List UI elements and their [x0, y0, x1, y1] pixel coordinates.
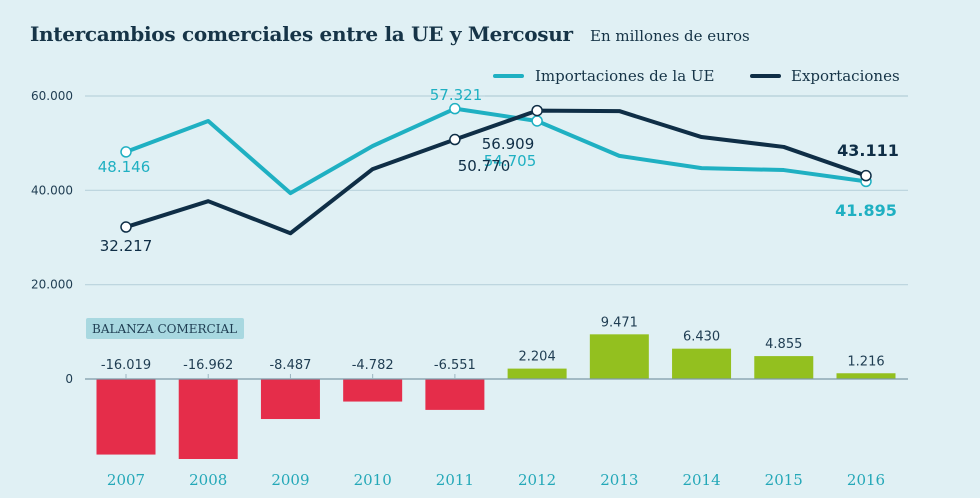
series-markers — [120, 102, 872, 233]
balance-bar — [754, 356, 814, 379]
balance-bar — [672, 348, 732, 379]
x-axis-label: 2008 — [189, 471, 227, 489]
y-tick-label: 0 — [65, 372, 73, 386]
series-line-exports — [125, 108, 867, 236]
y-axis-ticks: 60.000 40.000 20.000 0 — [31, 89, 73, 386]
balance-bar-label: 9.471 — [601, 315, 638, 330]
balance-bar-label: -8.487 — [269, 358, 311, 373]
balance-badge-label: BALANZA COMERCIAL — [92, 322, 237, 336]
y-tick-label: 20.000 — [31, 278, 73, 292]
point-marker-imports — [449, 102, 461, 115]
balance-bar — [96, 379, 156, 455]
balance-bar-label: 1.216 — [847, 354, 884, 369]
point-marker-imports — [531, 115, 543, 127]
balance-bar — [260, 379, 320, 420]
balance-bar-label: 6.430 — [683, 330, 720, 345]
y-tick-label: 60.000 — [31, 89, 73, 103]
point-label-imports: 57.321 — [430, 86, 483, 104]
point-marker-exports — [860, 169, 872, 182]
point-marker-imports — [120, 146, 132, 158]
series-lines — [125, 106, 867, 236]
point-label-imports: 41.895 — [835, 201, 897, 220]
x-axis-label: 2011 — [436, 471, 474, 489]
balance-bar — [589, 334, 649, 379]
point-label-imports: 54.705 — [484, 152, 537, 170]
point-label-exports: 56.909 — [482, 135, 535, 153]
balance-badge: BALANZA COMERCIAL — [86, 318, 244, 339]
balance-bar — [178, 379, 238, 460]
y-tick-label: 40.000 — [31, 183, 73, 197]
balance-bar-label: -4.782 — [352, 358, 394, 373]
point-marker-exports — [531, 104, 543, 117]
point-label-imports: 48.146 — [98, 158, 151, 176]
point-marker-exports — [449, 133, 461, 146]
point-label-exports: 43.111 — [837, 141, 899, 160]
chart-title: Intercambios comerciales entre la UE y M… — [30, 22, 573, 46]
point-label-exports: 32.217 — [100, 237, 153, 255]
legend: Importaciones de la UE Exportaciones — [493, 67, 900, 85]
point-label-exports: 50.770 — [458, 157, 511, 175]
x-axis-label: 2007 — [107, 471, 145, 489]
balance-badge-bg — [86, 318, 244, 339]
x-axis-labels: 2007 2008 2009 2010 2011 2012 2013 2014 2015 2016 — [107, 471, 885, 489]
grid-lines — [85, 95, 908, 286]
balance-bar-label: -6.551 — [434, 358, 476, 373]
balance-bar — [507, 368, 567, 379]
x-axis-label: 2009 — [271, 471, 309, 489]
balance-bar — [425, 379, 485, 410]
legend-label-imports: Importaciones de la UE — [535, 67, 715, 85]
chart-subtitle: En millones de euros — [590, 27, 750, 45]
balance-bar-label: -16.019 — [101, 358, 151, 373]
balance-bars: -16.019 -16.962 -8.487 -4.782 -6.551 2.204 9.4… — [85, 315, 908, 460]
balance-bar — [836, 373, 896, 379]
x-axis-label: 2013 — [600, 471, 638, 489]
point-labels: 48.146 57.321 54.705 41.895 32.217 50.770 56.9… — [98, 86, 899, 255]
balance-bar-label: 2.204 — [519, 350, 556, 365]
x-axis-label: 2015 — [765, 471, 803, 489]
point-marker-exports — [120, 221, 132, 233]
x-axis-label: 2014 — [682, 471, 720, 489]
x-axis-label: 2012 — [518, 471, 556, 489]
x-axis-label: 2016 — [847, 471, 885, 489]
balance-bar-label: 4.855 — [765, 337, 802, 352]
x-axis-label: 2010 — [354, 471, 392, 489]
balance-bar-label: -16.962 — [183, 358, 233, 373]
balance-bar — [343, 379, 403, 402]
series-line-imports — [125, 106, 867, 196]
legend-label-exports: Exportaciones — [791, 67, 900, 85]
